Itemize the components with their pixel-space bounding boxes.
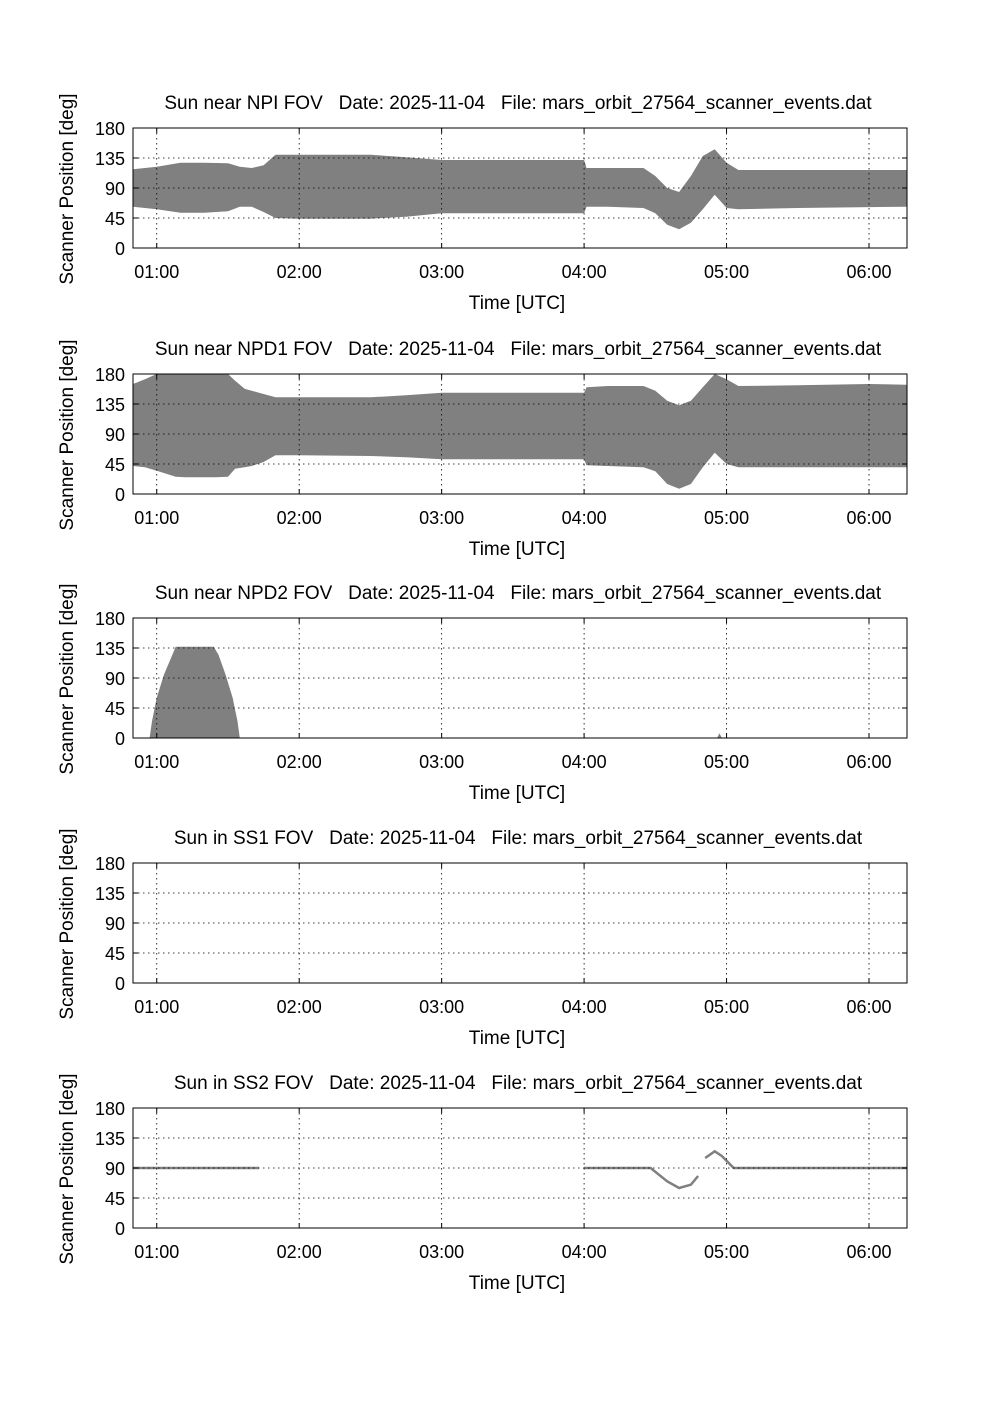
y-tick-label: 90: [105, 914, 125, 934]
series-layer: [133, 1149, 907, 1190]
x-tick-label: 04:00: [562, 997, 607, 1017]
x-axis-label: Time [UTC]: [469, 1273, 565, 1294]
y-axis-label: Scanner Position [deg]: [57, 1073, 78, 1264]
x-tick-label: 03:00: [419, 508, 464, 528]
x-tick-label: 02:00: [277, 262, 322, 282]
y-tick-label: 0: [115, 485, 125, 505]
y-tick-label: 180: [95, 119, 125, 139]
y-axis-label: Scanner Position [deg]: [57, 93, 78, 284]
y-tick-label: 135: [95, 639, 125, 659]
x-axis-label: Time [UTC]: [469, 539, 565, 560]
chart-panel-4: Sun in SS1 FOV Date: 2025-11-04 File: ma…: [57, 828, 908, 1049]
y-tick-label: 135: [95, 884, 125, 904]
x-tick-label: 03:00: [419, 1242, 464, 1262]
chart-panel-5: Sun in SS2 FOV Date: 2025-11-04 File: ma…: [57, 1073, 908, 1294]
sun-track-segment-3: [704, 1149, 907, 1170]
x-axis-label: Time [UTC]: [469, 293, 565, 314]
x-tick-label: 05:00: [704, 508, 749, 528]
x-tick-label: 05:00: [704, 1242, 749, 1262]
x-tick-label: 03:00: [419, 262, 464, 282]
x-tick-label: 03:00: [419, 752, 464, 772]
y-tick-label: 45: [105, 944, 125, 964]
x-axis-label: Time [UTC]: [469, 1028, 565, 1049]
y-tick-label: 90: [105, 669, 125, 689]
x-tick-label: 01:00: [134, 997, 179, 1017]
y-tick-label: 45: [105, 699, 125, 719]
x-tick-label: 02:00: [277, 508, 322, 528]
scanner-range-area-1: [133, 149, 907, 230]
y-tick-label: 45: [105, 455, 125, 475]
y-tick-label: 180: [95, 609, 125, 629]
chart-title: Sun in SS2 FOV Date: 2025-11-04 File: ma…: [174, 1073, 863, 1094]
scanner-range-area-1: [149, 646, 722, 738]
chart-panel-3: Sun near NPD2 FOV Date: 2025-11-04 File:…: [57, 583, 908, 804]
x-tick-label: 01:00: [134, 752, 179, 772]
x-tick-label: 01:00: [134, 1242, 179, 1262]
series-layer: [149, 646, 722, 738]
chart-title: Sun near NPD1 FOV Date: 2025-11-04 File:…: [155, 339, 882, 360]
sun-track-segment-2: [584, 1166, 700, 1190]
x-tick-label: 02:00: [277, 997, 322, 1017]
y-tick-label: 135: [95, 395, 125, 415]
y-tick-label: 90: [105, 425, 125, 445]
y-tick-label: 0: [115, 729, 125, 749]
chart-title: Sun near NPI FOV Date: 2025-11-04 File: …: [164, 93, 872, 114]
y-tick-label: 45: [105, 209, 125, 229]
x-tick-label: 02:00: [277, 752, 322, 772]
x-tick-label: 04:00: [562, 262, 607, 282]
x-tick-label: 03:00: [419, 997, 464, 1017]
y-tick-label: 90: [105, 179, 125, 199]
y-tick-label: 0: [115, 239, 125, 259]
x-tick-label: 01:00: [134, 508, 179, 528]
y-tick-label: 45: [105, 1189, 125, 1209]
chart-panel-1: Sun near NPI FOV Date: 2025-11-04 File: …: [57, 93, 908, 314]
series-layer: [133, 149, 907, 230]
y-tick-label: 135: [95, 149, 125, 169]
x-tick-label: 04:00: [562, 508, 607, 528]
series-layer: [133, 374, 907, 489]
y-tick-label: 180: [95, 854, 125, 874]
y-tick-label: 90: [105, 1159, 125, 1179]
x-tick-label: 04:00: [562, 752, 607, 772]
chart-title: Sun in SS1 FOV Date: 2025-11-04 File: ma…: [174, 828, 863, 849]
y-tick-label: 0: [115, 974, 125, 994]
x-tick-label: 06:00: [846, 752, 891, 772]
x-tick-label: 02:00: [277, 1242, 322, 1262]
y-tick-label: 180: [95, 365, 125, 385]
chart-panel-2: Sun near NPD1 FOV Date: 2025-11-04 File:…: [57, 339, 908, 560]
y-axis-label: Scanner Position [deg]: [57, 828, 78, 1019]
y-axis-label: Scanner Position [deg]: [57, 339, 78, 530]
x-tick-label: 06:00: [846, 997, 891, 1017]
x-tick-label: 01:00: [134, 262, 179, 282]
chart-title: Sun near NPD2 FOV Date: 2025-11-04 File:…: [155, 583, 882, 604]
y-tick-label: 180: [95, 1099, 125, 1119]
x-tick-label: 04:00: [562, 1242, 607, 1262]
x-tick-label: 05:00: [704, 262, 749, 282]
x-axis-label: Time [UTC]: [469, 783, 565, 804]
scanner-range-area-1: [133, 374, 907, 489]
x-tick-label: 06:00: [846, 1242, 891, 1262]
y-tick-label: 135: [95, 1129, 125, 1149]
x-tick-label: 05:00: [704, 997, 749, 1017]
x-tick-label: 05:00: [704, 752, 749, 772]
y-axis-label: Scanner Position [deg]: [57, 583, 78, 774]
x-tick-label: 06:00: [846, 508, 891, 528]
x-tick-label: 06:00: [846, 262, 891, 282]
y-tick-label: 0: [115, 1219, 125, 1239]
